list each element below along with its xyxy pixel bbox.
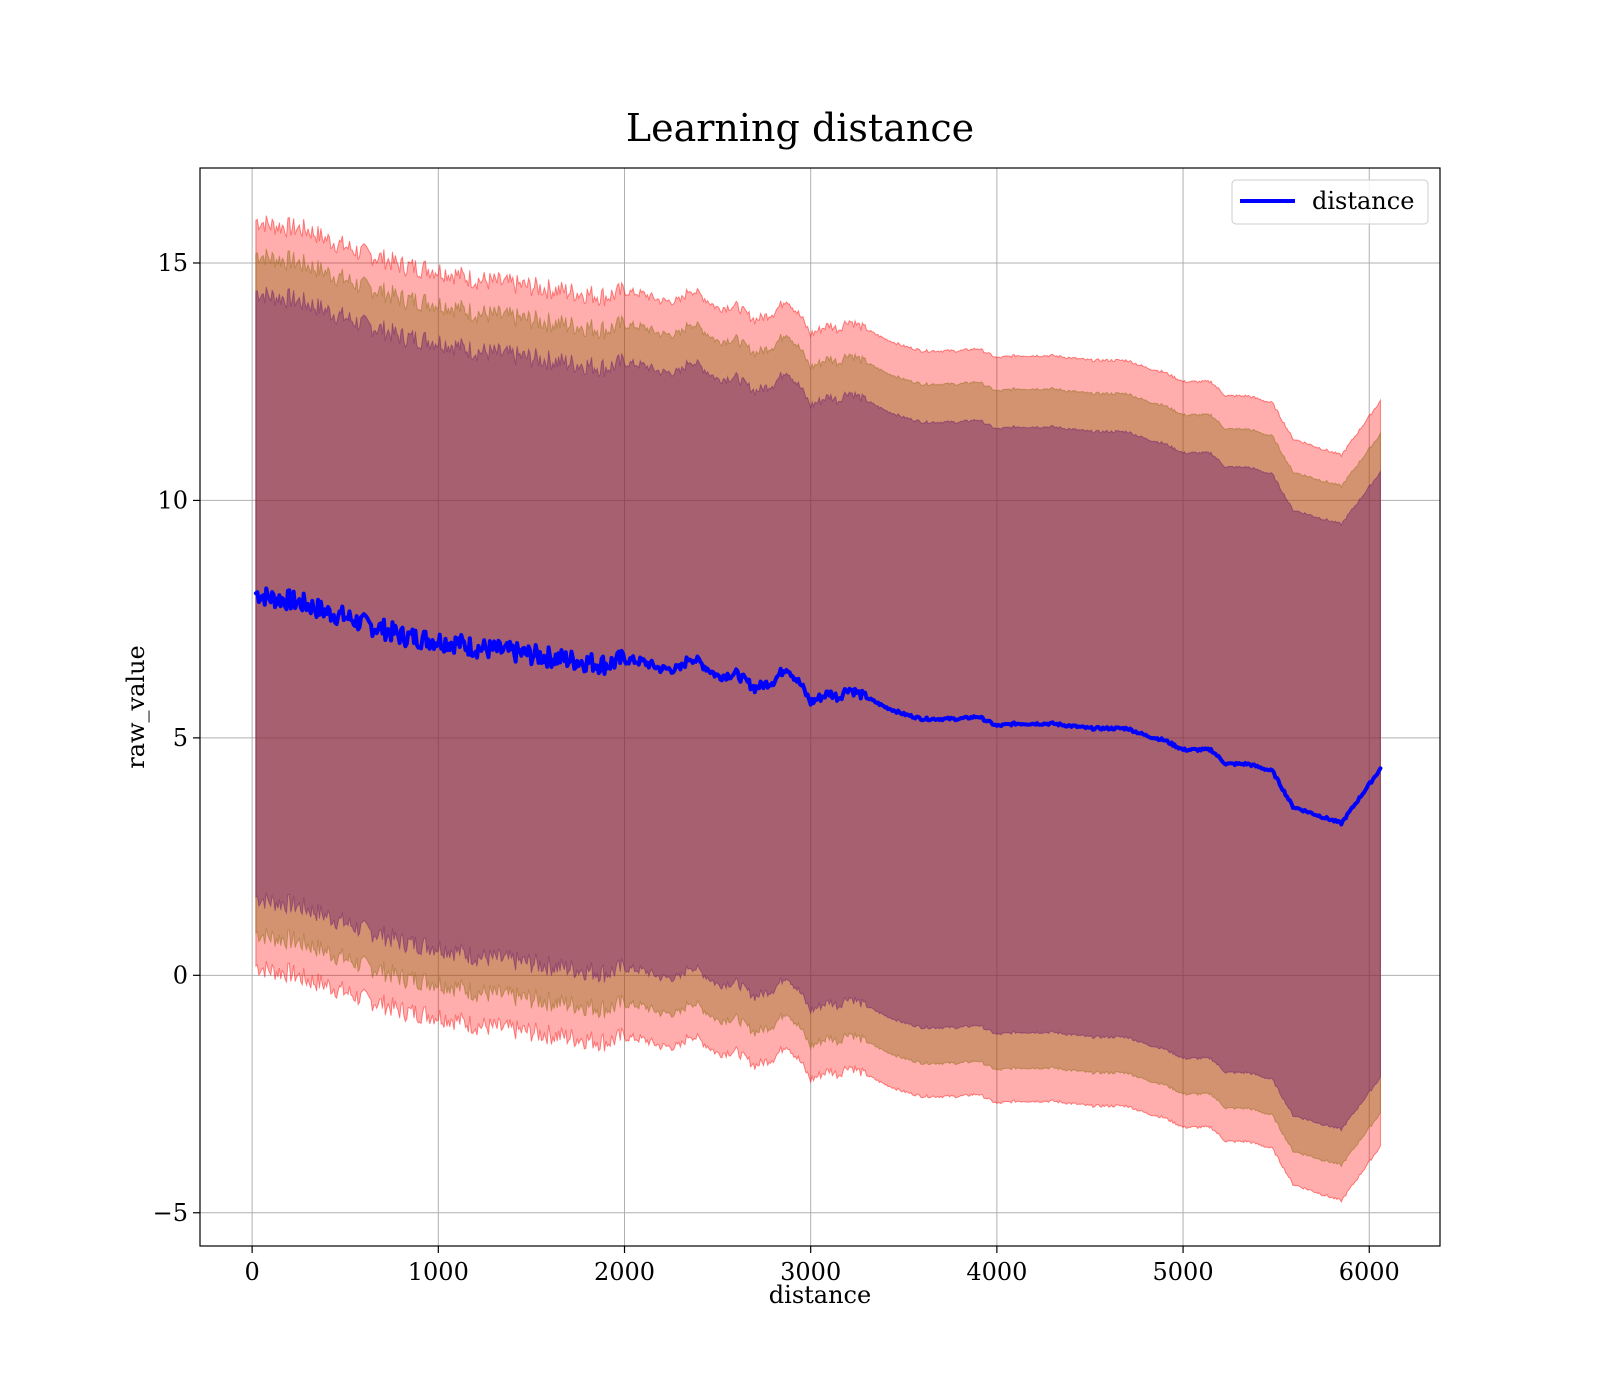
x-axis-label: distance bbox=[769, 1281, 871, 1309]
plot-frame bbox=[199, 167, 1441, 1247]
x-tick-label: 3000 bbox=[780, 1258, 841, 1286]
x-tick-label: 0 bbox=[244, 1258, 259, 1286]
y-tick-label: 10 bbox=[157, 486, 188, 514]
y-axis-label: raw_value bbox=[122, 645, 150, 769]
x-tick-label: 1000 bbox=[408, 1258, 469, 1286]
y-tick-label: −5 bbox=[153, 1199, 188, 1227]
x-axis-ticks: 0 1000 2000 3000 4000 5000 6000 bbox=[244, 1246, 1400, 1286]
series-line-distance bbox=[253, 586, 1383, 827]
band-middle bbox=[255, 248, 1381, 1168]
x-tick-label: 2000 bbox=[594, 1258, 655, 1286]
legend-label-distance: distance bbox=[1312, 187, 1414, 215]
y-tick-label: 0 bbox=[173, 961, 188, 989]
y-axis-ticks: −5 0 5 10 15 bbox=[153, 249, 200, 1227]
legend: distance bbox=[1231, 179, 1429, 225]
x-tick-label: 6000 bbox=[1339, 1258, 1400, 1286]
band-inner bbox=[255, 286, 1381, 1132]
chart-title: Learning distance bbox=[626, 106, 974, 150]
y-tick-label: 5 bbox=[173, 724, 188, 752]
legend-box bbox=[1231, 179, 1429, 225]
band-outer bbox=[255, 215, 1381, 1204]
x-tick-label: 4000 bbox=[966, 1258, 1027, 1286]
x-tick-label: 5000 bbox=[1153, 1258, 1214, 1286]
grid-lines bbox=[200, 168, 1440, 1246]
y-tick-label: 15 bbox=[157, 249, 188, 277]
confidence-bands bbox=[255, 215, 1381, 1204]
